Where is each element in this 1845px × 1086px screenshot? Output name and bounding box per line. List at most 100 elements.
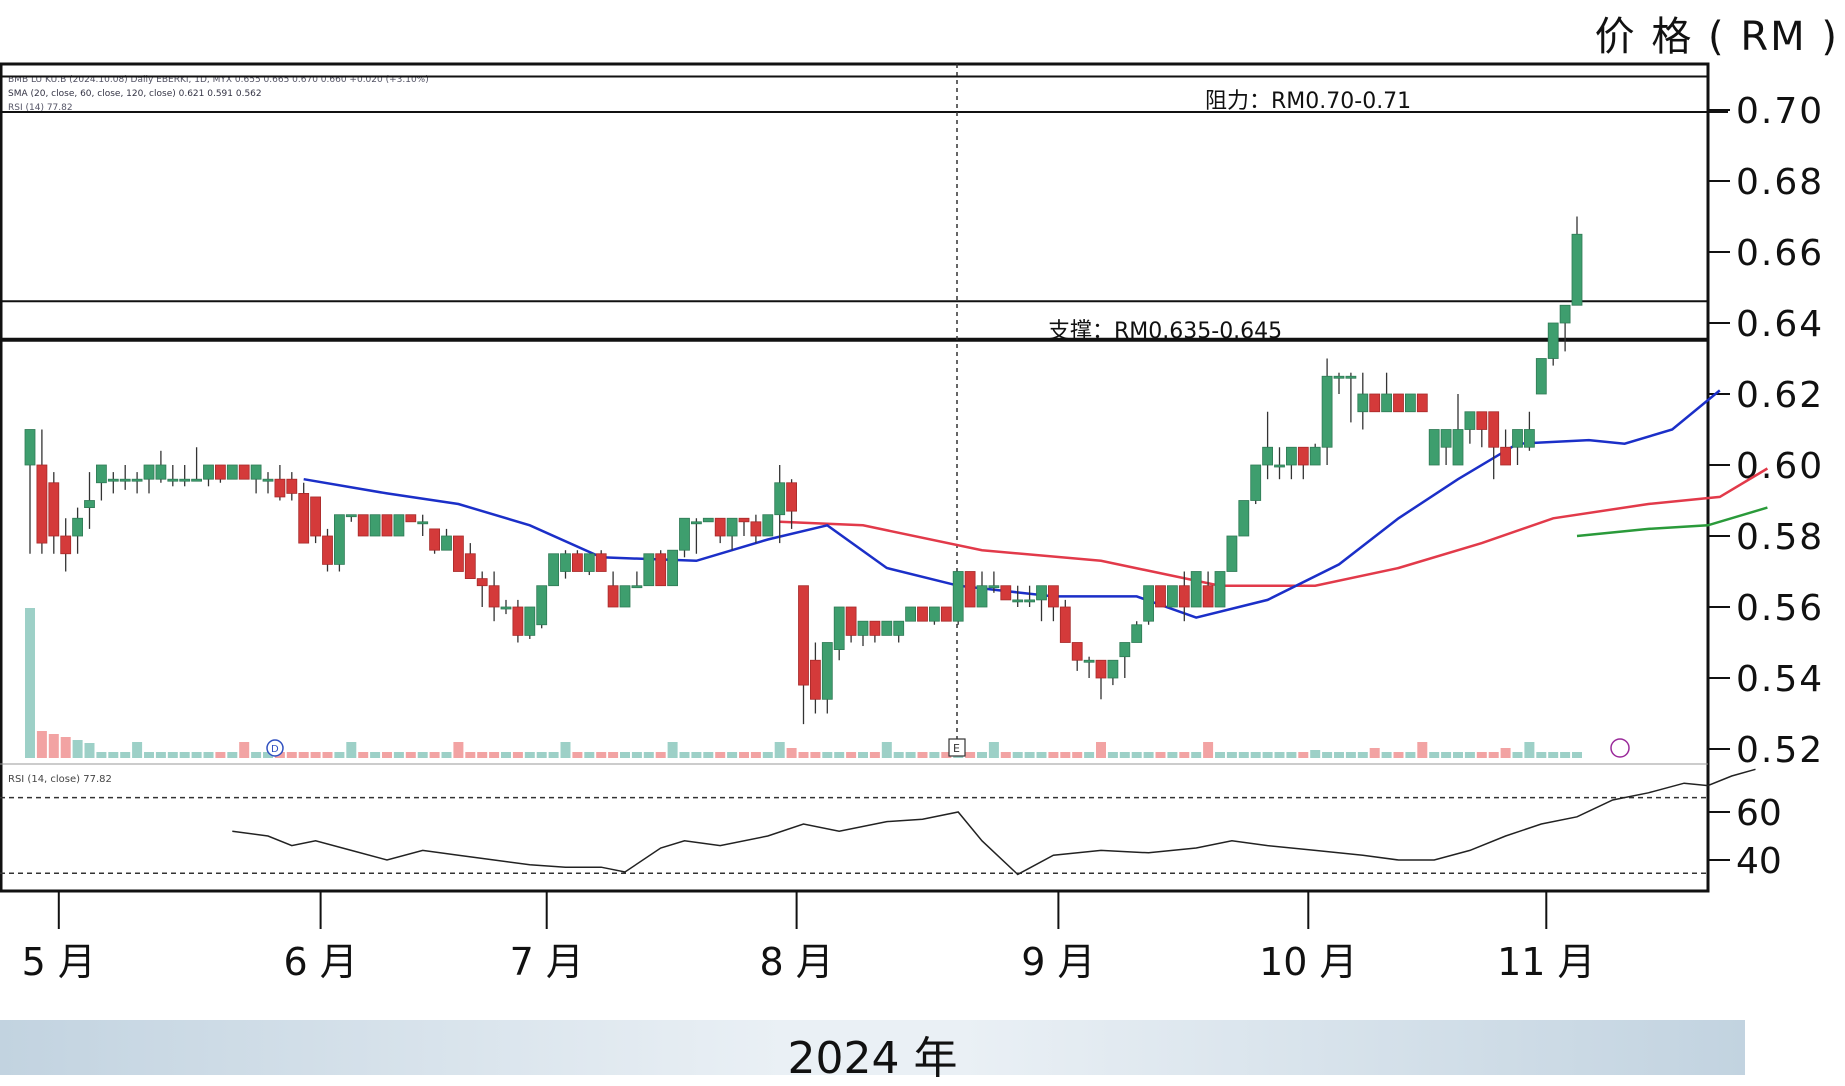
- volume-bar: [477, 752, 488, 758]
- candle-body: [917, 606, 928, 622]
- candle-body: [203, 464, 214, 480]
- candle-body: [1440, 429, 1452, 448]
- candle-body: [274, 478, 286, 498]
- candle-body: [1571, 233, 1583, 306]
- candle-body: [345, 514, 357, 518]
- candle-body: [988, 585, 1000, 589]
- volume-bar: [1262, 752, 1273, 758]
- volume-bar: [1036, 752, 1047, 758]
- candle-body: [1048, 585, 1059, 608]
- month-label: 5 月: [22, 940, 96, 984]
- volume-bar: [643, 752, 654, 758]
- candle-body: [738, 517, 750, 523]
- volume-bar: [465, 752, 476, 758]
- month-label: 8 月: [759, 940, 833, 984]
- candle-body: [36, 464, 48, 544]
- sma120-line: [1576, 506, 1768, 538]
- price-tick-label: 0.66: [1736, 233, 1824, 274]
- volume-bar: [608, 752, 619, 758]
- volume-bar: [846, 752, 857, 758]
- candle-body: [226, 464, 238, 480]
- volume-bar: [1060, 752, 1071, 758]
- candle-body: [464, 553, 476, 580]
- volume-bar: [417, 752, 428, 758]
- volume-bar: [1560, 752, 1571, 758]
- candle-body: [429, 528, 441, 551]
- candle-body: [869, 620, 881, 636]
- volume-bar: [512, 752, 523, 758]
- volume-bar: [1393, 752, 1404, 758]
- candle-body: [1226, 535, 1238, 572]
- resistance-label: 阻力：RM0.70-0.71: [1205, 89, 1411, 114]
- candle-body: [929, 606, 940, 622]
- volume-bar: [1310, 750, 1321, 758]
- volume-bar: [988, 742, 999, 758]
- price-tick-label: 0.56: [1736, 588, 1824, 629]
- volume-bar: [739, 752, 749, 758]
- candle-body: [48, 482, 60, 537]
- rsi-line: [232, 768, 1756, 876]
- header-info-line: BMB LU KU.B (2024.10.08) Daily EBERKI, 1…: [8, 75, 429, 85]
- candle-body: [1071, 642, 1083, 661]
- price-tick-label: 0.62: [1736, 375, 1824, 416]
- volume-bar: [1334, 752, 1344, 758]
- candle-body: [667, 549, 678, 587]
- month-label: 7 月: [510, 940, 584, 984]
- month-label: 11 月: [1497, 940, 1595, 984]
- volume-bar: [1429, 752, 1440, 758]
- volume-bar: [1322, 752, 1333, 758]
- candle-body: [488, 585, 500, 608]
- volume-bar: [774, 742, 785, 758]
- volume-bar: [72, 740, 83, 758]
- candle-body: [1428, 429, 1440, 466]
- volume-bar: [1000, 752, 1011, 758]
- volume-bar: [1572, 752, 1582, 758]
- volume-bar: [655, 752, 666, 758]
- candle-body: [238, 464, 250, 480]
- candle-body: [500, 606, 512, 610]
- candle-body: [583, 553, 595, 572]
- volume-bar: [120, 752, 131, 758]
- volume-bar: [1215, 752, 1225, 758]
- month-label: 6 月: [283, 940, 357, 984]
- volume-bar: [786, 748, 797, 758]
- candle-body: [250, 464, 262, 480]
- volume-bar: [858, 752, 868, 758]
- volume-bar: [1119, 752, 1130, 758]
- candle-body: [821, 642, 833, 700]
- volume-bar: [703, 752, 714, 758]
- candle-body: [905, 606, 916, 622]
- volume-bar: [715, 752, 726, 758]
- candle-body: [774, 482, 786, 516]
- volume-bar: [584, 752, 595, 758]
- candle-body: [357, 514, 369, 537]
- candle-body: [1083, 659, 1095, 663]
- volume-bar: [1548, 752, 1559, 758]
- candle-body: [24, 429, 36, 466]
- volume-bar: [1298, 752, 1309, 758]
- candle-body: [1000, 585, 1012, 601]
- candle-body: [940, 606, 952, 622]
- volume-bar: [1453, 752, 1463, 758]
- volume-bar: [1191, 752, 1202, 758]
- volume-bar: [322, 752, 333, 758]
- volume-bar: [501, 752, 511, 758]
- volume-bar: [203, 752, 214, 758]
- volume-bar: [1500, 748, 1511, 758]
- candle-body: [1131, 624, 1143, 643]
- candle-body: [964, 571, 976, 608]
- candle-body: [560, 553, 571, 572]
- volume-bar: [1274, 752, 1285, 758]
- candle-body: [1286, 446, 1297, 466]
- price-tick-label: 0.52: [1736, 730, 1824, 771]
- candle-body: [1381, 393, 1392, 413]
- candle-body: [369, 514, 381, 537]
- candle-body: [1119, 642, 1131, 658]
- year-banner: [0, 1020, 1745, 1075]
- candle-body: [333, 514, 345, 565]
- candle-body: [1036, 585, 1047, 601]
- candle-body: [405, 514, 417, 523]
- volume-bar: [1238, 752, 1249, 758]
- event-marker-label: D: [271, 744, 279, 755]
- candle-body: [857, 620, 869, 636]
